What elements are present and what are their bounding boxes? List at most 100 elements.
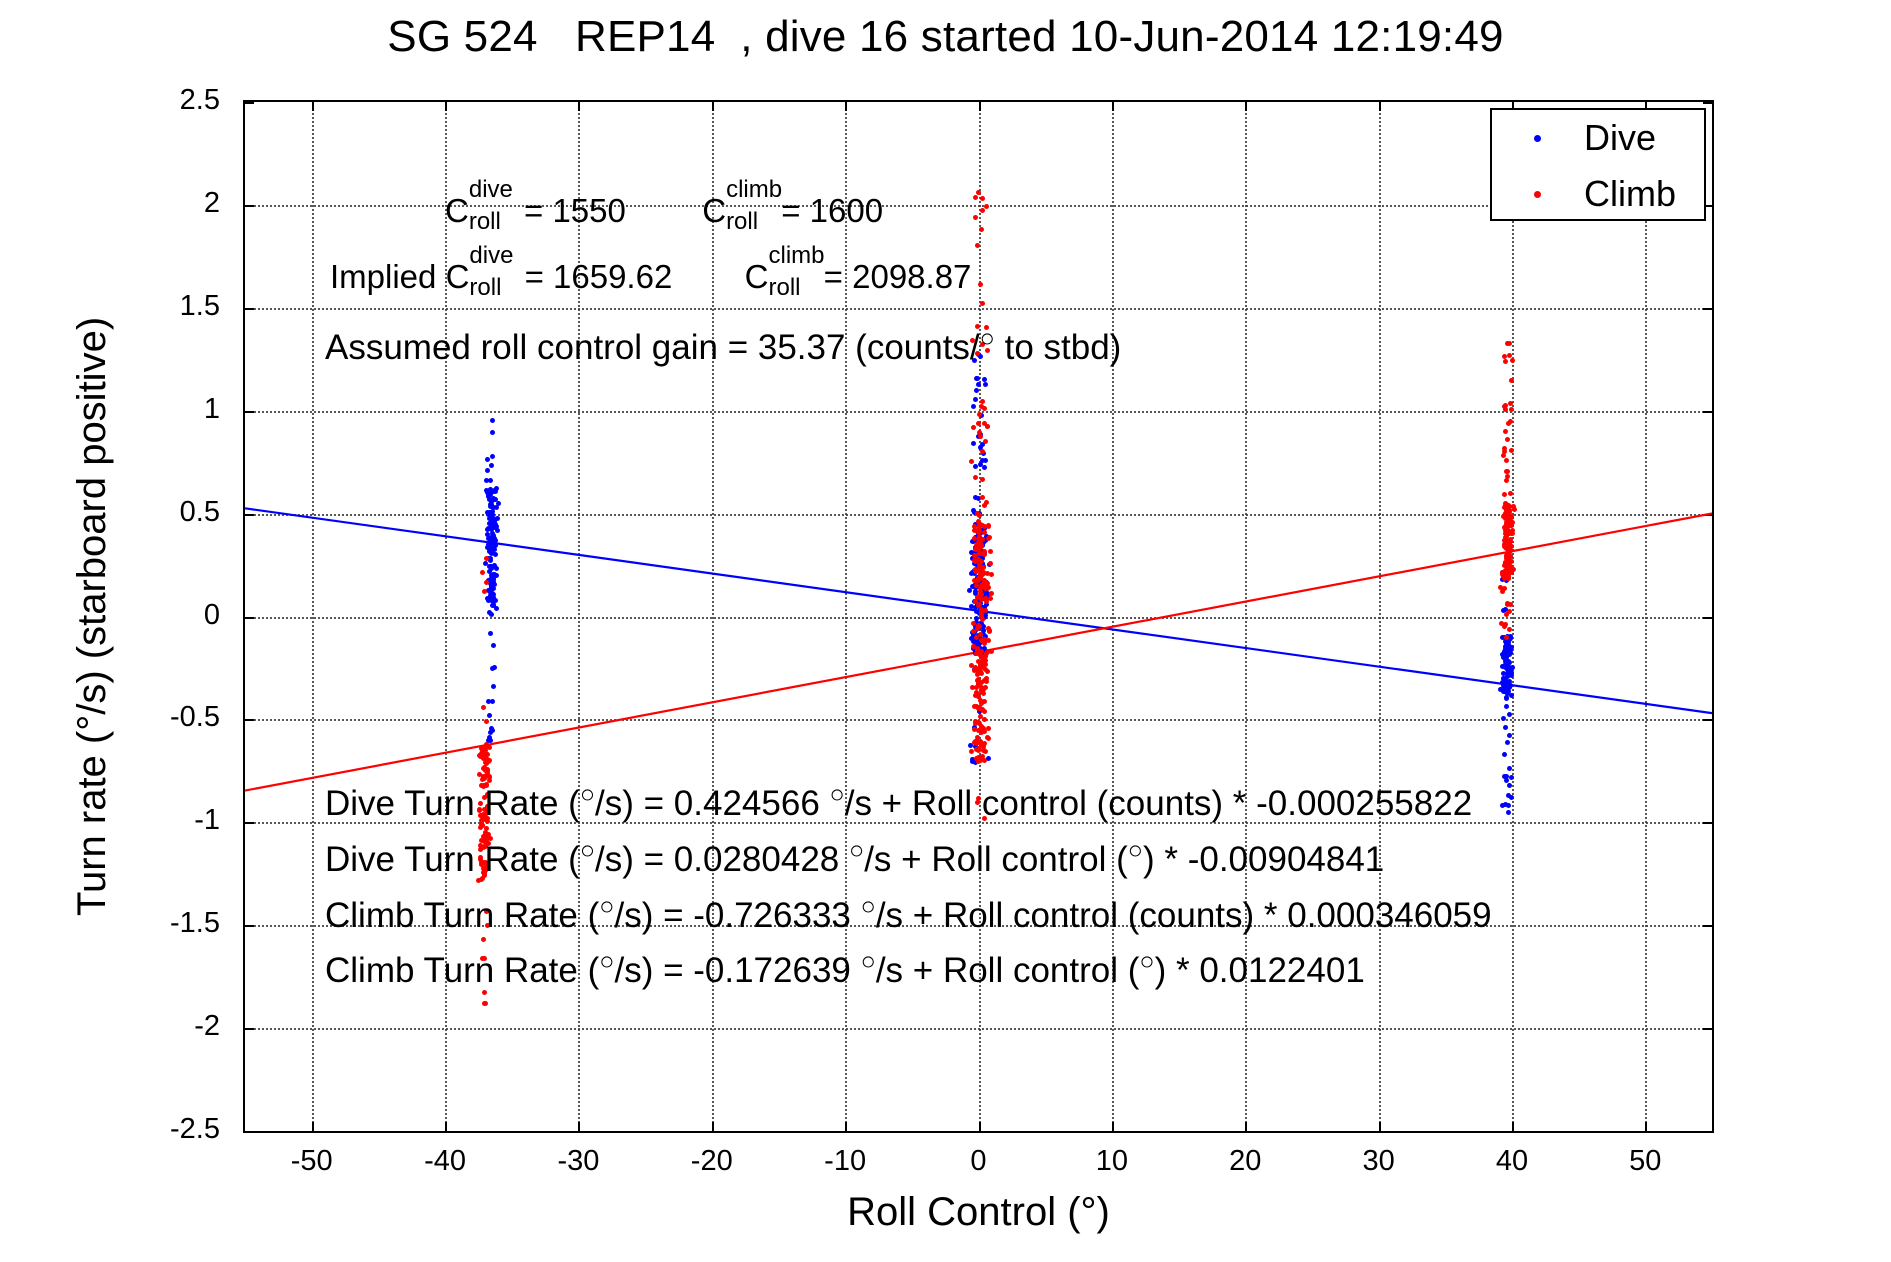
data-point	[484, 526, 490, 532]
c-dive-value: = 1550	[514, 192, 626, 229]
data-point	[1504, 478, 1510, 484]
data-point	[977, 585, 983, 591]
x-tick-label: 10	[1095, 1145, 1128, 1177]
data-point	[492, 552, 498, 558]
data-point	[976, 705, 982, 711]
data-point	[1504, 694, 1510, 700]
data-point	[982, 596, 988, 602]
data-point	[1510, 664, 1516, 670]
data-point	[1507, 400, 1513, 406]
data-point	[976, 682, 982, 688]
data-point	[971, 639, 977, 645]
data-point	[977, 512, 983, 518]
legend: Dive Climb	[1490, 108, 1706, 221]
equation-climb-degrees: Climb Turn Rate (○/s) = -0.172639 ○/s + …	[325, 947, 1365, 990]
data-point	[978, 462, 984, 468]
data-point	[478, 876, 484, 882]
data-point	[981, 451, 987, 457]
data-point	[488, 556, 494, 562]
data-point	[970, 403, 976, 409]
data-point	[978, 353, 984, 359]
data-point	[1500, 452, 1506, 458]
legend-item-dive[interactable]: Dive	[1492, 110, 1704, 166]
axis-tick	[245, 513, 254, 516]
data-point	[486, 542, 492, 548]
data-point	[985, 756, 991, 762]
x-tick-label: -30	[557, 1145, 600, 1177]
data-point	[483, 781, 489, 787]
data-point	[488, 462, 494, 468]
data-point	[1508, 682, 1514, 688]
data-point	[485, 532, 491, 538]
y-tick-label: 2	[203, 186, 220, 219]
axis-tick	[978, 102, 981, 111]
data-point	[976, 548, 982, 554]
data-point	[977, 528, 983, 534]
data-point	[491, 571, 497, 577]
data-point	[973, 464, 979, 470]
implied-prefix: Implied	[330, 258, 446, 295]
axis-tick	[1703, 925, 1712, 928]
data-point	[1506, 810, 1512, 816]
data-point	[488, 631, 494, 637]
data-point	[982, 381, 988, 387]
data-point	[1503, 520, 1509, 526]
data-point	[1503, 429, 1509, 435]
legend-item-climb[interactable]: Climb	[1492, 166, 1704, 222]
y-tick-label: 1.5	[179, 289, 220, 322]
data-point	[969, 749, 975, 755]
data-point	[977, 433, 983, 439]
data-point	[1501, 683, 1507, 689]
data-point	[973, 550, 979, 556]
data-point	[487, 549, 493, 555]
data-point	[973, 719, 979, 725]
axis-tick	[1703, 410, 1712, 413]
data-point	[483, 560, 489, 566]
data-point	[979, 606, 985, 612]
data-point	[979, 743, 985, 749]
data-point	[484, 819, 490, 825]
data-point	[1501, 504, 1507, 510]
data-point	[972, 726, 978, 732]
axis-tick	[311, 102, 314, 111]
data-point	[1504, 458, 1510, 464]
data-point	[971, 553, 977, 559]
data-point	[969, 756, 975, 762]
data-point	[979, 621, 985, 627]
data-point	[981, 632, 987, 638]
data-point	[975, 557, 981, 563]
data-point	[489, 510, 495, 516]
data-point	[1504, 600, 1510, 606]
axis-tick	[245, 102, 254, 104]
data-point	[1508, 378, 1514, 384]
data-point	[478, 812, 484, 818]
data-point	[974, 634, 980, 640]
axis-tick	[1703, 204, 1712, 207]
data-point	[982, 667, 988, 673]
data-point	[479, 782, 485, 788]
data-point	[981, 717, 987, 723]
data-point	[488, 540, 494, 546]
data-point	[976, 430, 982, 436]
data-point	[1506, 765, 1512, 771]
data-point	[487, 730, 493, 736]
data-point	[483, 834, 489, 840]
data-point	[483, 478, 489, 484]
data-point	[982, 657, 988, 663]
data-point	[1506, 732, 1512, 738]
data-point	[493, 524, 499, 530]
data-point	[477, 801, 483, 807]
data-point	[977, 534, 983, 540]
data-point	[1508, 692, 1514, 698]
data-point	[979, 724, 985, 730]
axis-tick	[578, 102, 581, 111]
data-point	[974, 510, 980, 516]
data-point	[972, 559, 978, 565]
data-point	[485, 699, 491, 705]
data-point	[1503, 634, 1509, 640]
data-point	[983, 204, 989, 210]
data-point	[975, 602, 981, 608]
data-point	[482, 755, 488, 761]
